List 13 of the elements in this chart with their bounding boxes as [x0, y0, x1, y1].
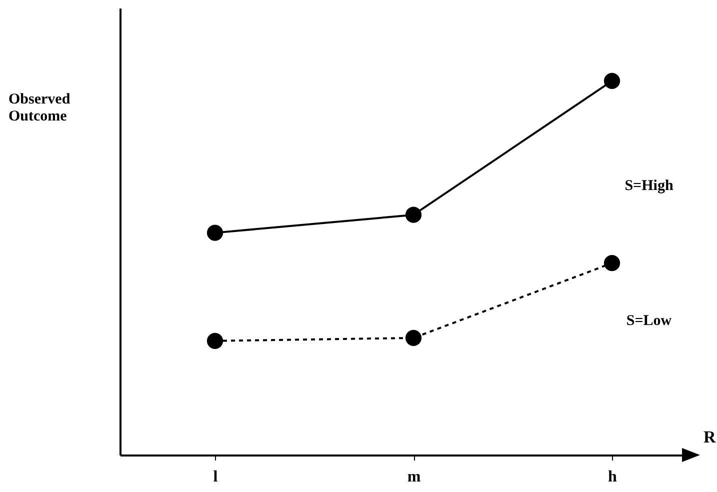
- text: S=Low: [626, 313, 672, 330]
- point: [604, 72, 620, 89]
- text: S=High: [624, 178, 674, 194]
- point: [405, 206, 422, 223]
- y-axis-title: Observed Outcome: [8, 92, 71, 124]
- x-tick-label: m: [407, 468, 422, 486]
- x-tick-label: l: [213, 468, 218, 486]
- point: [604, 255, 620, 272]
- point: [206, 224, 224, 241]
- x-axis-title: R: [704, 428, 716, 446]
- point: [405, 330, 422, 346]
- point: [206, 332, 224, 349]
- x-tick-label: h: [608, 468, 618, 486]
